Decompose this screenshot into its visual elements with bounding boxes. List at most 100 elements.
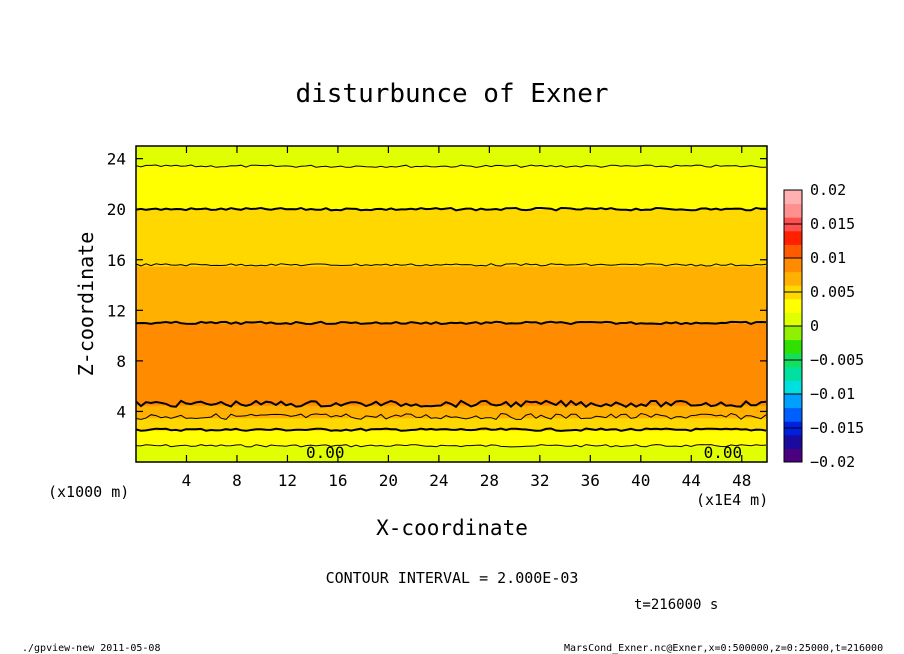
field-cell	[136, 275, 767, 280]
field-cell	[136, 373, 767, 378]
field-cell	[136, 316, 767, 321]
colorbar-swatch	[784, 434, 802, 449]
x-axis-label: X-coordinate	[376, 516, 528, 540]
field-cell	[136, 180, 767, 185]
colorbar-swatch	[784, 244, 802, 259]
field-cell	[136, 370, 767, 375]
field-cell	[136, 215, 767, 220]
field-cell	[136, 446, 767, 450]
field-cell	[136, 161, 767, 166]
field-cell	[136, 439, 767, 444]
field-cell	[136, 218, 767, 223]
colorbar-swatch	[784, 407, 802, 422]
y-tick-label: 4	[116, 402, 126, 421]
field-cell	[136, 225, 767, 229]
field-cell	[136, 310, 767, 315]
field-cell	[136, 278, 767, 283]
field-cell	[136, 443, 767, 447]
x-tick-label: 8	[232, 471, 242, 490]
field-cell	[136, 190, 767, 194]
field-cell	[136, 408, 767, 413]
field-cell	[136, 367, 767, 371]
field-cell	[136, 319, 767, 324]
colorbar-swatch	[784, 394, 802, 409]
field-cell	[136, 452, 767, 457]
field-cell	[136, 420, 767, 425]
y-tick-label: 8	[116, 352, 126, 371]
field-cell	[136, 389, 767, 394]
field-cell	[136, 250, 767, 255]
contour-line	[135, 206, 766, 212]
field-cell	[136, 288, 767, 292]
field-cell	[136, 304, 767, 308]
field-cell	[136, 458, 767, 463]
field-cell	[136, 146, 767, 150]
field-cell	[136, 436, 767, 441]
field-cell	[136, 329, 767, 334]
contour-line	[135, 412, 767, 420]
field-cell	[136, 455, 767, 460]
field-cell	[136, 424, 767, 428]
field-cell	[136, 354, 767, 359]
field-cell	[136, 281, 767, 286]
field-cell	[136, 253, 767, 258]
footer-right: MarsCond_Exner.nc@Exner,x=0:500000,z=0:2…	[564, 643, 883, 654]
field-cell	[136, 313, 767, 318]
field-cell	[136, 221, 767, 226]
field-cell	[136, 209, 767, 213]
field-cell	[136, 360, 767, 365]
field-cell	[136, 272, 767, 277]
field-cell	[136, 183, 767, 188]
colorbar-tick-label: 0.01	[810, 249, 846, 267]
field-cell	[136, 234, 767, 239]
colorbar-tick-label: 0.005	[810, 283, 855, 301]
plot-area	[136, 146, 767, 463]
colorbar-swatch	[784, 380, 802, 395]
field-cell	[136, 395, 767, 400]
contour-line	[135, 164, 767, 168]
colorbar-swatch	[784, 271, 802, 286]
field-cell	[136, 266, 767, 270]
field-cell	[136, 348, 767, 352]
field-cell	[136, 326, 767, 330]
x-tick-label: 24	[429, 471, 448, 490]
field-cell	[136, 269, 767, 273]
y-tick-label: 24	[107, 150, 126, 169]
field-cell	[136, 398, 767, 403]
x-unit-right: (x1E4 m)	[696, 491, 768, 509]
colorbar-swatch	[784, 326, 802, 341]
field-cell	[136, 379, 767, 384]
field-cell	[136, 212, 767, 217]
time-label: t=216000 s	[634, 597, 718, 613]
contour-line	[135, 399, 767, 409]
field-cell	[136, 177, 767, 182]
y-axis-label: Z-coordinate	[74, 232, 98, 377]
x-unit-left: (x1000 m)	[48, 483, 129, 501]
field-cell	[136, 155, 767, 160]
x-tick-label: 16	[328, 471, 347, 490]
field-cell	[136, 386, 767, 390]
colorbar-swatch	[784, 339, 802, 354]
field-cell	[136, 174, 767, 179]
x-tick-label: 4	[182, 471, 192, 490]
field-cell	[136, 228, 767, 232]
y-tick-label: 16	[107, 251, 126, 270]
colorbar-swatch	[784, 448, 802, 463]
field-cell	[136, 307, 767, 311]
field-cell	[136, 152, 767, 157]
field-cell	[136, 243, 767, 248]
y-tick-label: 20	[107, 200, 126, 219]
field-cell	[136, 193, 767, 198]
field-cell	[136, 187, 767, 191]
field-cell	[136, 322, 767, 327]
x-tick-label: 28	[480, 471, 499, 490]
x-tick-label: 32	[530, 471, 549, 490]
colorbar-swatch	[784, 230, 802, 245]
field-cell	[136, 196, 767, 201]
field-cell	[136, 237, 767, 242]
colorbar-swatch	[784, 258, 802, 273]
field-cell	[136, 433, 767, 438]
field-cell	[136, 338, 767, 343]
contour-interval: CONTOUR INTERVAL = 2.000E-03	[326, 569, 579, 587]
field-cell	[136, 291, 767, 296]
